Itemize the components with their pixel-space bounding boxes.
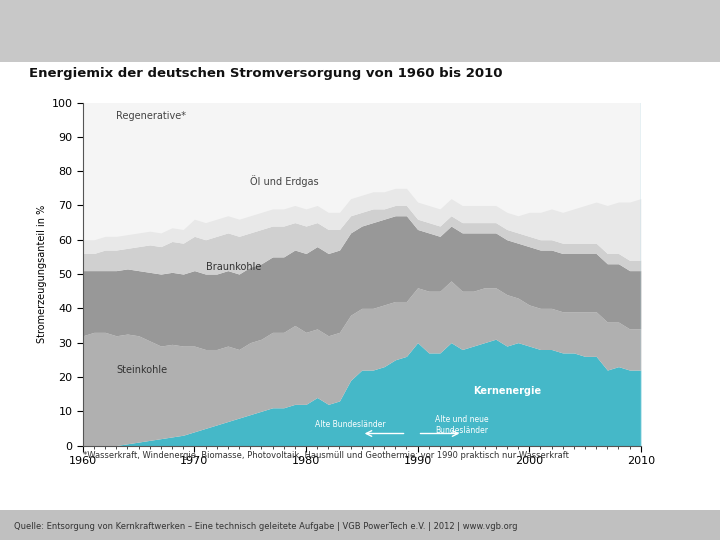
Text: Quelle: Entsorgung von Kernkraftwerken – Eine technisch geleitete Aufgabe | VGB : Quelle: Entsorgung von Kernkraftwerken –… bbox=[14, 522, 518, 531]
Text: Regenerative*: Regenerative* bbox=[116, 111, 186, 122]
Text: Alte und neue
Bundesländer: Alte und neue Bundesländer bbox=[436, 415, 489, 435]
Text: Braunkohle: Braunkohle bbox=[205, 262, 261, 272]
Text: Öl und Erdgas: Öl und Erdgas bbox=[250, 176, 319, 187]
Text: Energiemix der deutschen Stromversorgung von 1960 bis 2010: Energiemix der deutschen Stromversorgung… bbox=[29, 68, 503, 80]
Text: Alte Bundesländer: Alte Bundesländer bbox=[315, 421, 386, 429]
Text: *Wasserkraft, Windenergie, Biomasse, Photovoltaik, Hausmüll und Geothermie: vor : *Wasserkraft, Windenergie, Biomasse, Pho… bbox=[83, 451, 569, 460]
Text: Steinkohle: Steinkohle bbox=[116, 365, 168, 375]
Y-axis label: Stromerzeugungsanteil in %: Stromerzeugungsanteil in % bbox=[37, 205, 48, 343]
Text: Kernenergie: Kernenergie bbox=[473, 386, 541, 396]
